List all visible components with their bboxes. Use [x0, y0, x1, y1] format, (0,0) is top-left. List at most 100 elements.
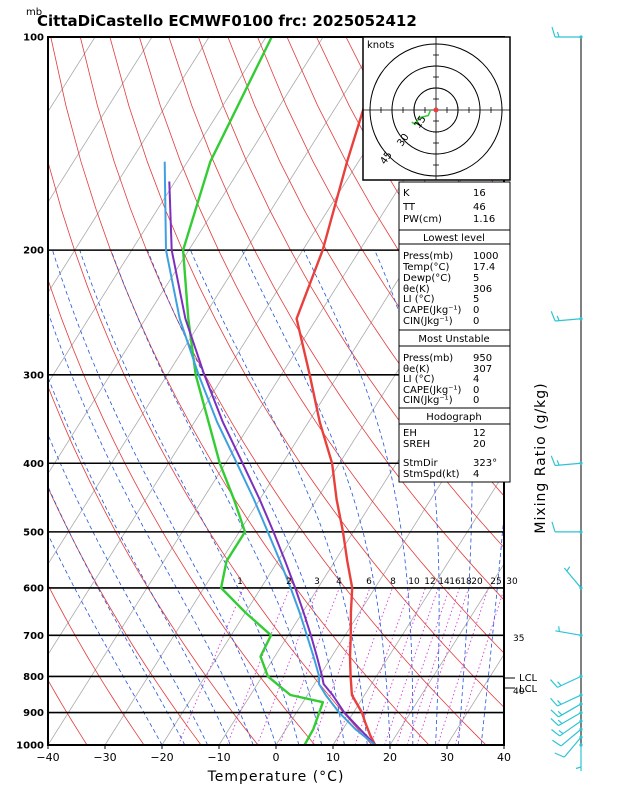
- mixing-ratio-line: [279, 587, 340, 745]
- wind-barb-feather: [552, 739, 562, 747]
- isotherm-line: [561, 37, 618, 745]
- wind-barb-feather: [550, 718, 559, 727]
- dry-adiabat-line: [48, 584, 145, 745]
- dry-adiabat-line: [48, 486, 202, 745]
- pressure-tick-label: 600: [23, 583, 44, 594]
- storm-motion-marker: [433, 107, 439, 113]
- theta-label: 40: [513, 687, 525, 697]
- wind-barb-half-feather: [558, 626, 560, 632]
- pressure-tick-label: 800: [23, 672, 44, 683]
- sounding-profiles: [163, 37, 387, 745]
- index-value: 307: [473, 364, 492, 375]
- moist-adiabat-line: [241, 249, 391, 745]
- x-axis: −40 −30 −20 −10 0 10 20 30 40: [36, 745, 511, 764]
- wind-barb-staff: [559, 720, 582, 737]
- mixing-ratio-label: 6: [366, 577, 372, 587]
- lowest-level-title: Lowest level: [423, 233, 485, 244]
- hodograph: knots 15 30 45: [362, 36, 511, 181]
- dry-adiabat-line: [48, 160, 373, 745]
- wind-barb-feather: [551, 26, 556, 38]
- index-value: 20: [473, 439, 486, 450]
- index-value: 1000: [473, 251, 498, 262]
- index-value: 0: [473, 385, 479, 396]
- dry-adiabat-line: [168, 37, 504, 601]
- dry-adiabat-line: [582, 37, 618, 745]
- isotherm-line: [48, 37, 153, 203]
- wind-profile: [550, 26, 583, 771]
- mixing-ratio-label: 3: [314, 577, 320, 587]
- wind-barb-dot: [579, 35, 583, 39]
- mixing-ratio-label: 8: [390, 577, 396, 587]
- wind-barb-dot: [579, 674, 583, 678]
- most-unstable-box: [398, 329, 511, 409]
- theta-label: 35: [513, 634, 524, 644]
- mixing-ratio-line: [396, 587, 450, 745]
- mixing-ratio-label: 14: [438, 577, 450, 587]
- wind-barb-half-feather: [558, 729, 564, 735]
- dry-adiabat-line: [109, 37, 504, 708]
- mixing-ratio-line: [226, 587, 291, 745]
- parcel-line: [168, 181, 376, 745]
- chart-title: CittaDiCastello ECMWF0100 frc: 202505241…: [37, 12, 417, 30]
- dry-adiabat-line: [227, 37, 504, 497]
- index-label: CIN(Jkg⁻¹): [403, 395, 453, 406]
- index-label: CIN(Jkg⁻¹): [403, 316, 453, 327]
- index-value: 17.4: [473, 262, 495, 273]
- wind-barb-feather: [551, 521, 556, 533]
- dry-adiabat-line: [48, 385, 259, 745]
- wind-barb-half-feather: [557, 700, 562, 705]
- index-label: θe(K): [403, 284, 430, 295]
- index-value: 0: [473, 395, 479, 406]
- index-value: 323°: [473, 458, 497, 469]
- wind-barb-dot: [579, 711, 583, 715]
- temperature-line: [295, 37, 387, 745]
- pressure-tick-label: 500: [23, 527, 44, 538]
- mixing-ratio-label: 16: [449, 577, 461, 587]
- wind-barb-staff: [558, 703, 582, 718]
- mixing-ratio-line: [370, 587, 426, 745]
- mixing-ratio-label: 12: [424, 577, 435, 587]
- pressure-tick-label: 400: [23, 459, 44, 470]
- mixing-ratio-label: 20: [471, 577, 483, 587]
- mixing-ratio-line: [256, 587, 319, 745]
- index-label: Temp(°C): [402, 262, 450, 273]
- index-value: 306: [473, 284, 492, 295]
- dry-adiabat-line: [139, 37, 504, 654]
- x-tick-label: 40: [497, 751, 511, 764]
- isotherm-line: [161, 201, 504, 745]
- moist-adiabat-line: [52, 249, 277, 745]
- index-value: 950: [473, 353, 492, 364]
- mixing-ratio-axis-title: Mixing Ratio (g/kg): [533, 382, 549, 533]
- pressure-axis: 100 200 300 400 500 600 700 800 900 1000: [16, 33, 44, 752]
- isotherm-line: [389, 563, 504, 745]
- wind-barb-dot: [579, 693, 583, 697]
- dry-adiabat-line: [198, 37, 504, 549]
- wind-barb-staff: [563, 567, 582, 589]
- x-tick-label: 0: [273, 751, 280, 764]
- index-value: 4: [473, 469, 479, 480]
- indices-panel: K 16 TT 46 PW(cm) 1.16 Lowest level Pres…: [398, 181, 511, 483]
- indices-box-top: [398, 181, 511, 231]
- mixing-ratio-label: 10: [408, 577, 420, 587]
- x-axis-title: Temperature (°C): [207, 769, 345, 785]
- isotherm-line: [48, 37, 381, 565]
- wind-barb-dot: [579, 719, 583, 723]
- wind-barb-half-feather: [557, 719, 563, 725]
- wind-barb-feather: [550, 455, 556, 466]
- index-label: StmDir: [403, 458, 438, 469]
- mixing-ratio-line: [416, 587, 470, 745]
- wind-barb-dot: [579, 530, 583, 534]
- dry-adiabat-line: [48, 278, 316, 745]
- wind-barb-staff: [555, 318, 582, 322]
- wind-barb-staff: [558, 712, 582, 727]
- index-value: 0: [473, 305, 479, 316]
- wind-barb-half-feather: [556, 315, 560, 321]
- index-label: TT: [402, 202, 416, 213]
- isotherm-line: [48, 37, 210, 294]
- wind-barb-half-feather: [556, 460, 560, 466]
- index-label: SREH: [403, 439, 430, 450]
- most-unstable-title: Most Unstable: [418, 334, 489, 345]
- index-value: 5: [473, 294, 479, 305]
- lowest-level-box: [398, 229, 511, 331]
- mixing-ratio-label: 18: [460, 577, 472, 587]
